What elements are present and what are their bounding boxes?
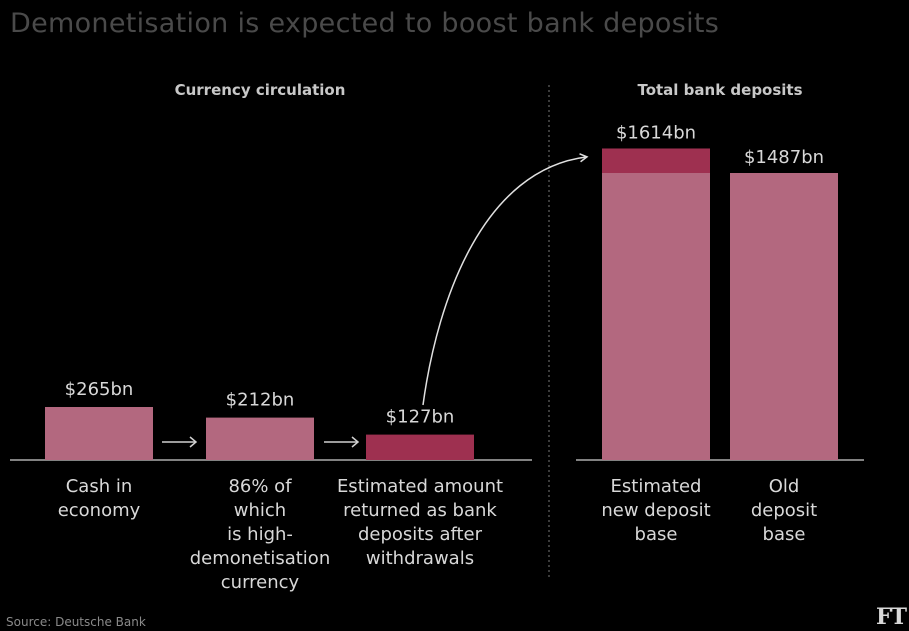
chart-title: Demonetisation is expected to boost bank…	[10, 8, 720, 39]
currency-bar	[206, 417, 314, 460]
new-deposits-segment	[602, 148, 710, 173]
category-label: Estimated	[611, 476, 702, 497]
transfer-arrow	[422, 153, 589, 406]
category-label: base	[635, 524, 678, 545]
category-label: currency	[221, 572, 300, 593]
currency-circulation-heading: Currency circulation	[175, 81, 346, 99]
currency-bar	[45, 407, 153, 460]
source-note: Source: Deutsche Bank	[6, 615, 146, 629]
category-label: returned as bank	[343, 500, 497, 521]
connector-arrow-1-head	[189, 436, 198, 448]
currency-bar	[366, 434, 474, 460]
category-label: Old	[769, 476, 800, 497]
category-label: is high-	[227, 524, 293, 545]
category-label: deposits after	[358, 524, 483, 545]
category-label: 86% of	[228, 476, 292, 497]
category-label: deposit	[751, 500, 817, 521]
bar-value-label: $212bn	[226, 390, 295, 411]
category-label: new deposit	[601, 500, 710, 521]
bar-value-label: $127bn	[386, 407, 455, 428]
bar-value-label: $265bn	[65, 379, 134, 400]
category-label: demonetisation	[190, 548, 330, 569]
category-label: Cash in	[66, 476, 133, 497]
total-bank-deposits-heading: Total bank deposits	[637, 81, 802, 99]
connector-arrow-2-head	[351, 436, 360, 448]
category-label: which	[234, 500, 286, 521]
ft-logo: FT	[876, 604, 907, 630]
deposit-bar	[602, 148, 710, 461]
bar-value-label: $1487bn	[744, 147, 824, 168]
bar-value-label: $1614bn	[616, 122, 696, 143]
category-label: economy	[58, 500, 141, 521]
category-label: base	[763, 524, 806, 545]
category-label: withdrawals	[366, 548, 474, 569]
deposit-bar	[730, 173, 838, 460]
category-label: Estimated amount	[337, 476, 503, 497]
